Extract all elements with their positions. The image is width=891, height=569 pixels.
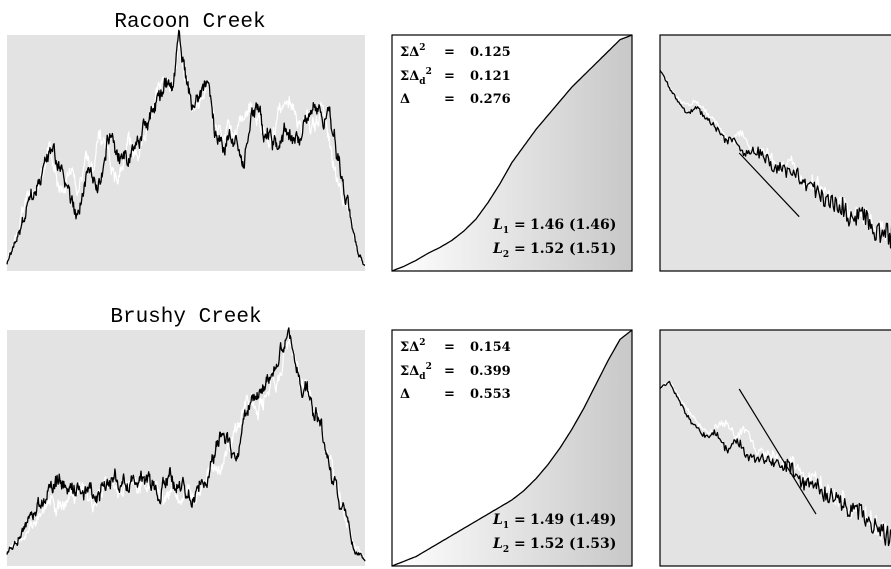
brushy-cdf-area [392,330,632,566]
racoon-hydrograph-series-observed [6,29,366,267]
racoon-L1-label: L1 [492,217,509,236]
brushy-spectrum-series-observed [660,380,891,547]
racoon-sum-delta-d-sq-value: 0.121 [470,69,511,84]
racoon-hydrograph-bg [7,35,365,271]
brushy-hydrograph-series-model [6,335,366,562]
brushy-L2-eq: = [514,536,526,552]
brushy-delta-value: 0.553 [470,387,511,402]
brushy-cdf-curve [391,329,633,567]
brushy-hydrograph-panel [6,327,366,566]
brushy-sum-delta-sq-eq: = [444,340,455,355]
racoon-cdf-area [392,35,632,271]
racoon-spectrum-series-group [660,69,891,249]
racoon-spectrum-panel [659,34,891,272]
racoon-delta-eq: = [444,92,455,107]
brushy-delta-eq: = [444,387,455,402]
brushy-sum-delta-d-sq-value: 0.399 [470,364,511,379]
brushy-spectrum-panel [659,329,891,567]
racoon-hydrograph-panel [6,29,366,271]
brushy-L1-eq: = [514,512,526,528]
racoon-L2-label: L2 [492,241,509,260]
brushy-L1-value: 1.49 (1.49) [530,512,616,528]
racoon-sum-delta-d-sq-label: ΣΔd2 [400,67,432,87]
racoon-sum-delta-d-sq-eq: = [444,69,455,84]
racoon-L2-value: 1.52 (1.51) [530,241,616,257]
racoon-spectrum-bg [660,35,891,271]
racoon-cdf-curve [391,34,633,272]
brushy-L2-value: 1.52 (1.53) [530,536,616,552]
racoon-L2-eq: = [514,241,526,257]
racoon-spectrum-frame [659,34,891,272]
racoon-delta-label: Δ [400,92,410,107]
brushy-delta-label: Δ [400,387,410,402]
brushy-cdf-frame [391,329,633,567]
racoon-spectrum-series-observed [660,69,891,249]
racoon-sum-delta-sq-label: ΣΔ2 [400,43,426,60]
brushy-L1-label: L1 [492,512,509,531]
brushy-sum-delta-sq-value: 0.154 [470,340,511,355]
brushy-cdf-panel: ΣΔ2 = 0.154 ΣΔd2 = 0.399 Δ = 0.553 L1 = … [391,329,633,567]
brushy-hydrograph-bg [7,330,365,566]
racoon-spectrum-series-model [660,70,891,241]
brushy-sum-delta-sq-label: ΣΔ2 [400,338,426,355]
racoon-cdf-frame [391,34,633,272]
racoon-cdf-panel: ΣΔ2 = 0.125 ΣΔd2 = 0.121 Δ = 0.276 L1 = … [391,34,633,272]
racoon-sum-delta-sq-eq: = [444,45,455,60]
racoon-L1-value: 1.46 (1.46) [530,217,616,233]
racoon-creek-title: Racoon Creek [114,11,265,34]
brushy-creek-title: Brushy Creek [110,306,261,329]
brushy-sum-delta-d-sq-label: ΣΔd2 [400,362,432,382]
brushy-spectrum-reference-line [738,388,817,515]
brushy-spectrum-frame [659,329,891,567]
racoon-spectrum-reference-line [738,152,800,218]
brushy-L2-label: L2 [492,536,509,555]
racoon-L1-eq: = [514,217,526,233]
brushy-hydrograph-series-observed [6,327,366,562]
racoon-sum-delta-sq-value: 0.125 [470,45,511,60]
brushy-spectrum-series-group [660,380,891,547]
brushy-sum-delta-d-sq-eq: = [444,364,455,379]
racoon-delta-value: 0.276 [470,92,511,107]
